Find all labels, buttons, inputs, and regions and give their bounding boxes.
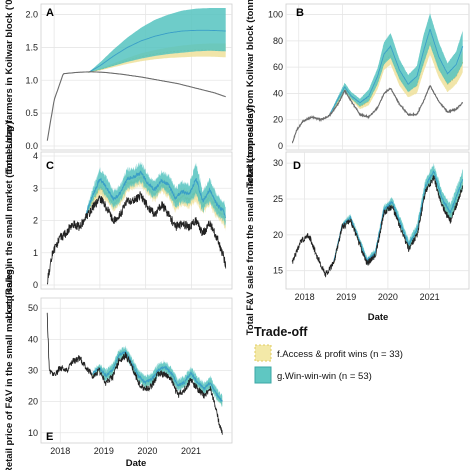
panel-B-ytick-1: 20 (273, 115, 283, 125)
panel-C-ytick-3: 3 (33, 183, 38, 193)
panel-A-baseline-line (46, 71, 226, 141)
panel-B-yellow-band (329, 30, 463, 116)
panel-A-teal-band (88, 8, 226, 73)
panel-D-ytick-2: 25 (273, 194, 283, 204)
panel-A-ytick-1: 0.5 (25, 108, 38, 118)
legend-label-access-profit: f.Access & profit wins (n = 33) (277, 349, 403, 360)
panel-D-letter: D (293, 160, 301, 172)
panel-A-letter: A (46, 7, 54, 19)
panel-B-baseline-line (291, 85, 464, 144)
panel-D-xlabel: Date (368, 312, 389, 323)
panel-B-ytick-5: 100 (268, 10, 283, 20)
panel-B-teal-band (329, 13, 463, 117)
panel-B-ytick-3: 60 (273, 62, 283, 72)
panel-D-teal-band (333, 163, 463, 266)
panel-D-xtick-0: 2018 (295, 292, 315, 302)
panel-B-plot (291, 13, 464, 144)
panel-E-teal-mean-line (92, 350, 223, 403)
panel-D-xtick-3: 2021 (420, 292, 440, 302)
panel-E-ytick-2: 30 (28, 366, 38, 376)
panel-C-letter: C (46, 160, 54, 172)
panel-E-ytick-3: 40 (28, 334, 38, 344)
panel-E-teal-band (92, 345, 223, 408)
panel-D-grid (286, 152, 469, 289)
panel-E-letter: E (46, 431, 53, 443)
panel-B-ytick-2: 40 (273, 88, 283, 98)
panel-C-teal-band (86, 160, 226, 228)
panel-C-ytick-1: 1 (33, 248, 38, 258)
panel-A-ylabel: Total Loop farmers in Koilwar block ('00… (4, 0, 15, 174)
panel-E-grid (41, 298, 232, 443)
panel-C-plot (46, 160, 227, 285)
panel-D-ytick-3: 30 (273, 158, 283, 168)
panel-D-ylabel: Total F&V sales from the small market (t… (245, 105, 256, 336)
panel-D-baseline-line (291, 175, 464, 278)
panel-D-teal-mean-line (333, 170, 464, 262)
panel-C-ylabel: Loop sales in the small market (tonnes/d… (4, 121, 15, 318)
panel-D: 15 20 25 30 2018 2019 2020 2021 D Total F&V sa… (245, 105, 470, 336)
panel-C-yticks: 0 1 2 3 4 (33, 151, 38, 290)
panel-B: 0 20 40 60 80 100 B Total Loop sales from Koi… (245, 0, 470, 188)
panel-D-xticks: 2018 2019 2020 2021 (295, 292, 440, 302)
panel-B-letter: B (296, 7, 304, 19)
panel-E-yticks: 10 20 30 40 50 (28, 303, 38, 438)
panel-B-yticks: 0 20 40 60 80 100 (268, 10, 283, 151)
panel-A-ytick-2: 1.0 (25, 75, 38, 85)
panel-C-ytick-4: 4 (33, 151, 38, 161)
panel-A-plot (46, 8, 226, 141)
panel-A-ytick-4: 2.0 (25, 10, 38, 20)
panel-C-teal-mean-line (85, 170, 227, 218)
panel-E-xlabel: Date (126, 458, 147, 469)
panel-E-xtick-2: 2020 (137, 446, 157, 456)
legend-swatch-access-profit (254, 344, 272, 362)
panel-A-teal-mean-line (88, 29, 226, 73)
panel-E-xtick-1: 2019 (94, 446, 114, 456)
panel-D-xtick-1: 2019 (336, 292, 356, 302)
panel-E-ytick-1: 20 (28, 397, 38, 407)
panel-C-ytick-2: 2 (33, 216, 38, 226)
panel-D-yticks: 15 20 25 30 (273, 158, 283, 275)
panel-E-xtick-3: 2021 (181, 446, 201, 456)
panel-E-xtick-0: 2018 (50, 446, 70, 456)
panel-B-teal-mean-line (328, 29, 464, 116)
panel-D-xtick-2: 2020 (378, 292, 398, 302)
panel-C-ytick-0: 0 (33, 280, 38, 290)
panel-C-baseline-line (46, 191, 227, 285)
panel-E-ytick-4: 50 (28, 303, 38, 313)
panel-E: 10 20 30 40 50 2018 2019 2020 2021 E Retail pri… (4, 266, 233, 470)
panel-D-ytick-0: 15 (273, 266, 283, 276)
panel-D-plot (291, 163, 464, 278)
panel-A-ytick-3: 1.5 (25, 42, 38, 52)
legend-label-win-win-win: g.Win-win-win (n = 53) (277, 371, 372, 382)
panel-A: 0.0 0.5 1.0 1.5 2.0 A Total Loop farmers in … (4, 0, 233, 174)
panel-E-xticks: 2018 2019 2020 2021 (50, 446, 201, 456)
panel-E-plot (46, 312, 223, 435)
panel-E-ytick-0: 10 (28, 428, 38, 438)
panel-C: 0 1 2 3 4 C Loop sales in the small market (… (4, 121, 233, 319)
legend-title: Trade-off (254, 325, 308, 339)
panel-D-ytick-1: 20 (273, 230, 283, 240)
panel-E-baseline-line (46, 312, 223, 435)
panel-E-ylabel: Retail price of F&V in the small market … (4, 266, 15, 470)
panel-B-ylabel: Total Loop sales from Koilwar block (ton… (245, 0, 256, 188)
panel-A-ytick-0: 0.0 (25, 141, 38, 151)
panel-B-ytick-4: 80 (273, 36, 283, 46)
legend: Trade-off f.Access & profit wins (n = 33… (254, 325, 403, 384)
legend-swatch-win-win-win (254, 366, 272, 384)
panel-A-yticks: 0.0 0.5 1.0 1.5 2.0 (25, 10, 38, 151)
panel-B-ytick-0: 0 (278, 141, 283, 151)
